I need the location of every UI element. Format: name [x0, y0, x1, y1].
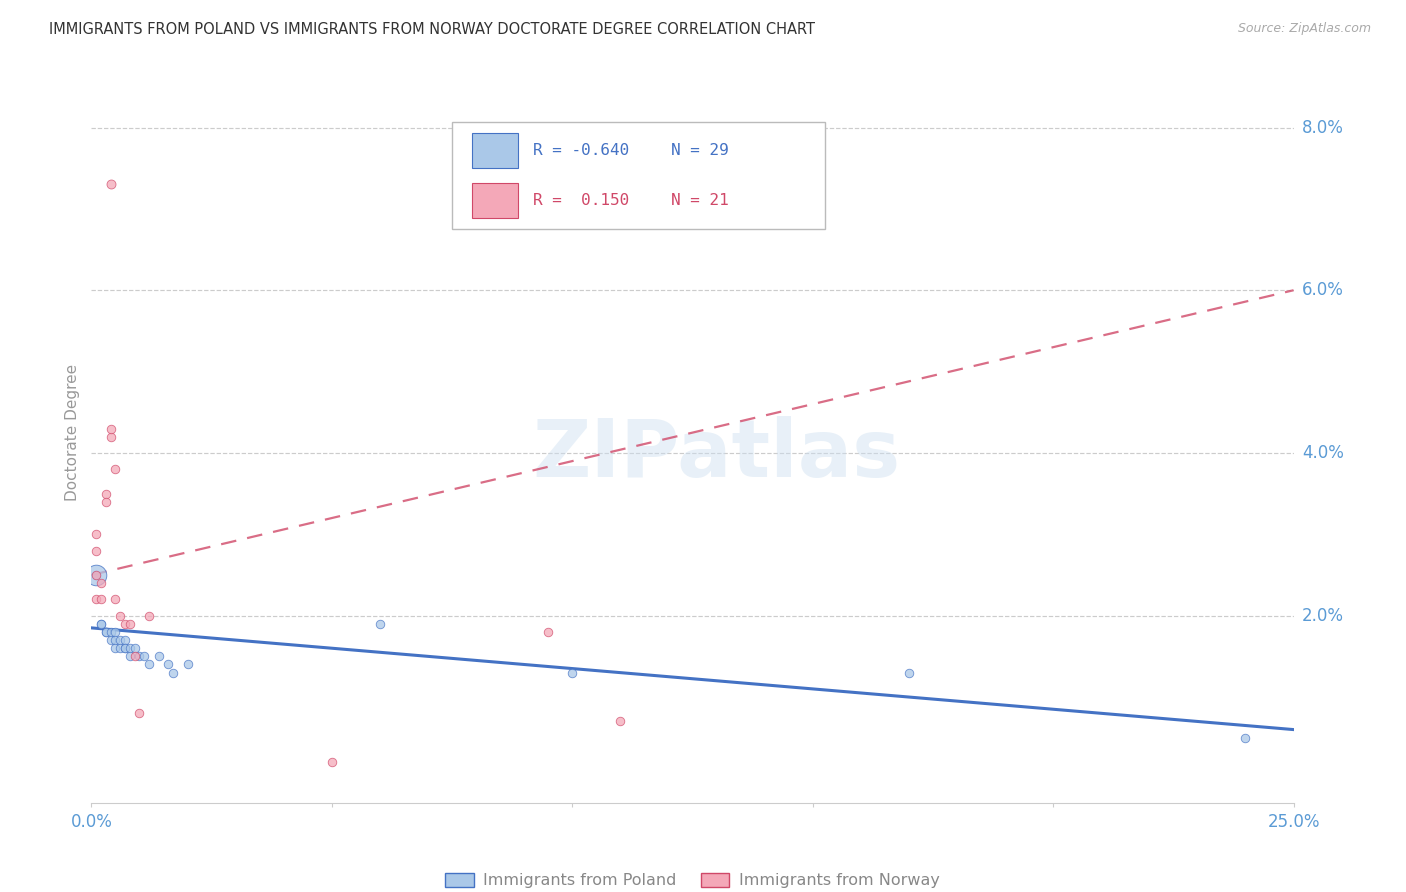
Point [94, 486, 117, 500]
Point [176, 657, 198, 672]
Point [124, 649, 146, 664]
Point [609, 714, 631, 729]
Text: ZIPatlas: ZIPatlas [533, 416, 901, 494]
Point [104, 462, 127, 476]
Point [110, 633, 132, 648]
Point [94, 495, 117, 509]
Point [84, 568, 107, 582]
Point [128, 706, 150, 721]
Point [84, 568, 107, 582]
FancyBboxPatch shape [451, 121, 825, 229]
Point [84, 592, 107, 607]
Text: R =  0.150: R = 0.150 [533, 193, 628, 208]
FancyBboxPatch shape [472, 183, 519, 219]
Point [100, 624, 122, 639]
Text: 6.0%: 6.0% [1302, 281, 1344, 299]
Point [157, 657, 180, 672]
Point [90, 592, 112, 607]
Text: 2.0%: 2.0% [1302, 607, 1344, 624]
Point [104, 641, 127, 656]
Point [100, 633, 122, 648]
Point [134, 649, 156, 664]
Text: 8.0%: 8.0% [1302, 119, 1344, 136]
Point [84, 543, 107, 558]
Point [368, 616, 391, 631]
Point [561, 665, 583, 680]
Point [897, 665, 920, 680]
Point [118, 641, 141, 656]
Point [100, 421, 122, 435]
Point [124, 641, 146, 656]
Y-axis label: Doctorate Degree: Doctorate Degree [65, 364, 80, 501]
Point [114, 616, 136, 631]
Point [94, 624, 117, 639]
Point [90, 616, 112, 631]
Text: N = 29: N = 29 [671, 143, 728, 158]
Text: 4.0%: 4.0% [1302, 444, 1344, 462]
Point [148, 649, 170, 664]
Point [84, 527, 107, 541]
Point [110, 608, 132, 623]
Point [138, 608, 160, 623]
Point [118, 616, 141, 631]
Point [100, 178, 122, 192]
Point [114, 633, 136, 648]
Text: Source: ZipAtlas.com: Source: ZipAtlas.com [1237, 22, 1371, 36]
Text: N = 21: N = 21 [671, 193, 728, 208]
Point [321, 755, 343, 769]
Point [162, 665, 184, 680]
Legend: Immigrants from Poland, Immigrants from Norway: Immigrants from Poland, Immigrants from … [439, 866, 946, 892]
Point [84, 568, 107, 582]
Point [537, 624, 560, 639]
Point [90, 576, 112, 591]
Point [128, 649, 150, 664]
Point [1234, 731, 1257, 745]
Point [110, 641, 132, 656]
FancyBboxPatch shape [472, 133, 519, 168]
Text: IMMIGRANTS FROM POLAND VS IMMIGRANTS FROM NORWAY DOCTORATE DEGREE CORRELATION CH: IMMIGRANTS FROM POLAND VS IMMIGRANTS FRO… [49, 22, 815, 37]
Text: R = -0.640: R = -0.640 [533, 143, 628, 158]
Point [118, 649, 141, 664]
Point [100, 430, 122, 444]
Point [104, 624, 127, 639]
Point [104, 633, 127, 648]
Point [114, 641, 136, 656]
Point [138, 657, 160, 672]
Point [94, 624, 117, 639]
Point [90, 616, 112, 631]
Point [114, 641, 136, 656]
Point [104, 592, 127, 607]
